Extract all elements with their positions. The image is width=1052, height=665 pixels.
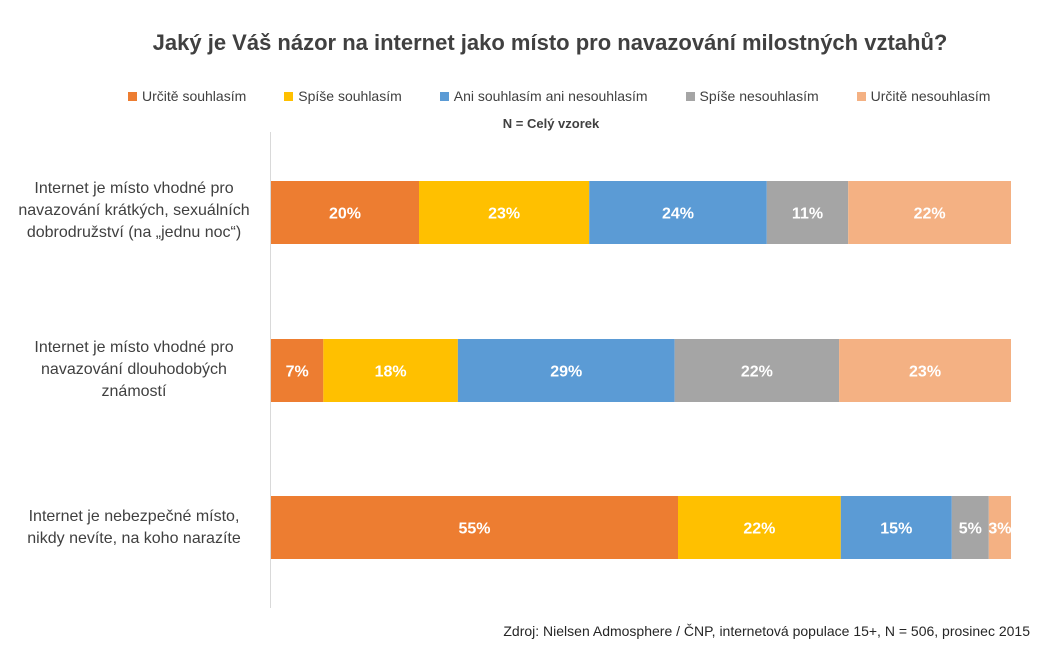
bar-segment [840,496,952,559]
bar-value-label: 22% [743,521,775,538]
legend-label: Spíše nesouhlasím [699,88,819,104]
bar-value-label: 18% [375,364,407,381]
legend-item-spise-souhlasim: Spíše souhlasím [284,88,402,104]
bar-segment [271,496,678,559]
bar-value-label: 3% [988,521,1011,538]
bar-value-label: 23% [909,364,941,381]
category-label-dangerous: Internet je nebezpečné místo, nikdy neví… [27,508,241,547]
bar-segment [988,496,1011,559]
bar-segment [839,339,1011,402]
bar-value-label: 22% [741,364,773,381]
legend-label: Určitě nesouhlasím [870,88,991,104]
bar-segment [678,496,841,559]
bar-segment [848,181,1011,244]
category-label-short-term: Internet je místo vhodné pro navazování … [18,180,250,241]
bar-value-label: 24% [662,206,694,223]
legend-swatch [439,91,449,101]
bar-segment [674,339,840,402]
bar-segment [323,339,458,402]
legend-swatch [856,91,866,101]
bar-segment [271,181,419,244]
bars-group: 20% 23% 24% 11% 22% 7% 18% 29% 22% 23% 55% 22% 15% 5%… [271,181,1011,559]
legend-swatch [284,91,294,101]
source-note: Zdroj: Nielsen Admosphere / ČNP, interne… [503,623,1030,639]
bar-value-label: 20% [329,206,361,223]
bar-value-label: 15% [880,521,912,538]
legend-label: Určitě souhlasím [142,88,247,104]
bar-segment [589,181,767,244]
legend-item-spise-nesouhlasim: Spíše nesouhlasím [685,88,819,104]
bar-value-label: 29% [550,364,582,381]
chart-legend: Určitě souhlasím Spíše souhlasím Ani sou… [128,87,1028,105]
bar-value-label: 7% [286,364,309,381]
legend-item-urcite-nesouhlasim: Určitě nesouhlasím [856,88,991,104]
legend-swatch [685,91,695,101]
bar-segment [419,181,590,244]
chart-subtitle: N = Celý vzorek [502,116,600,131]
bar-segment [951,496,989,559]
bar-value-label: 5% [959,521,982,538]
chart-title: Jaký je Váš názor na internet jako místo… [152,30,948,55]
bar-segment [271,339,324,402]
legend-item-urcite-souhlasim: Určitě souhlasím [128,88,246,104]
legend-label: Spíše souhlasím [298,88,402,104]
bar-value-label: 11% [792,206,823,223]
legend-item-neutral: Ani souhlasím ani nesouhlasím [439,88,648,104]
legend-swatch [128,91,137,101]
bar-segment [457,339,675,402]
category-label-long-term: Internet je místo vhodné pro navazování … [34,339,234,400]
bar-segment [766,181,849,244]
legend-label: Ani souhlasím ani nesouhlasím [453,88,648,104]
bar-value-label: 55% [458,521,490,538]
bar-value-label: 23% [488,206,520,223]
bar-value-label: 22% [914,206,946,223]
